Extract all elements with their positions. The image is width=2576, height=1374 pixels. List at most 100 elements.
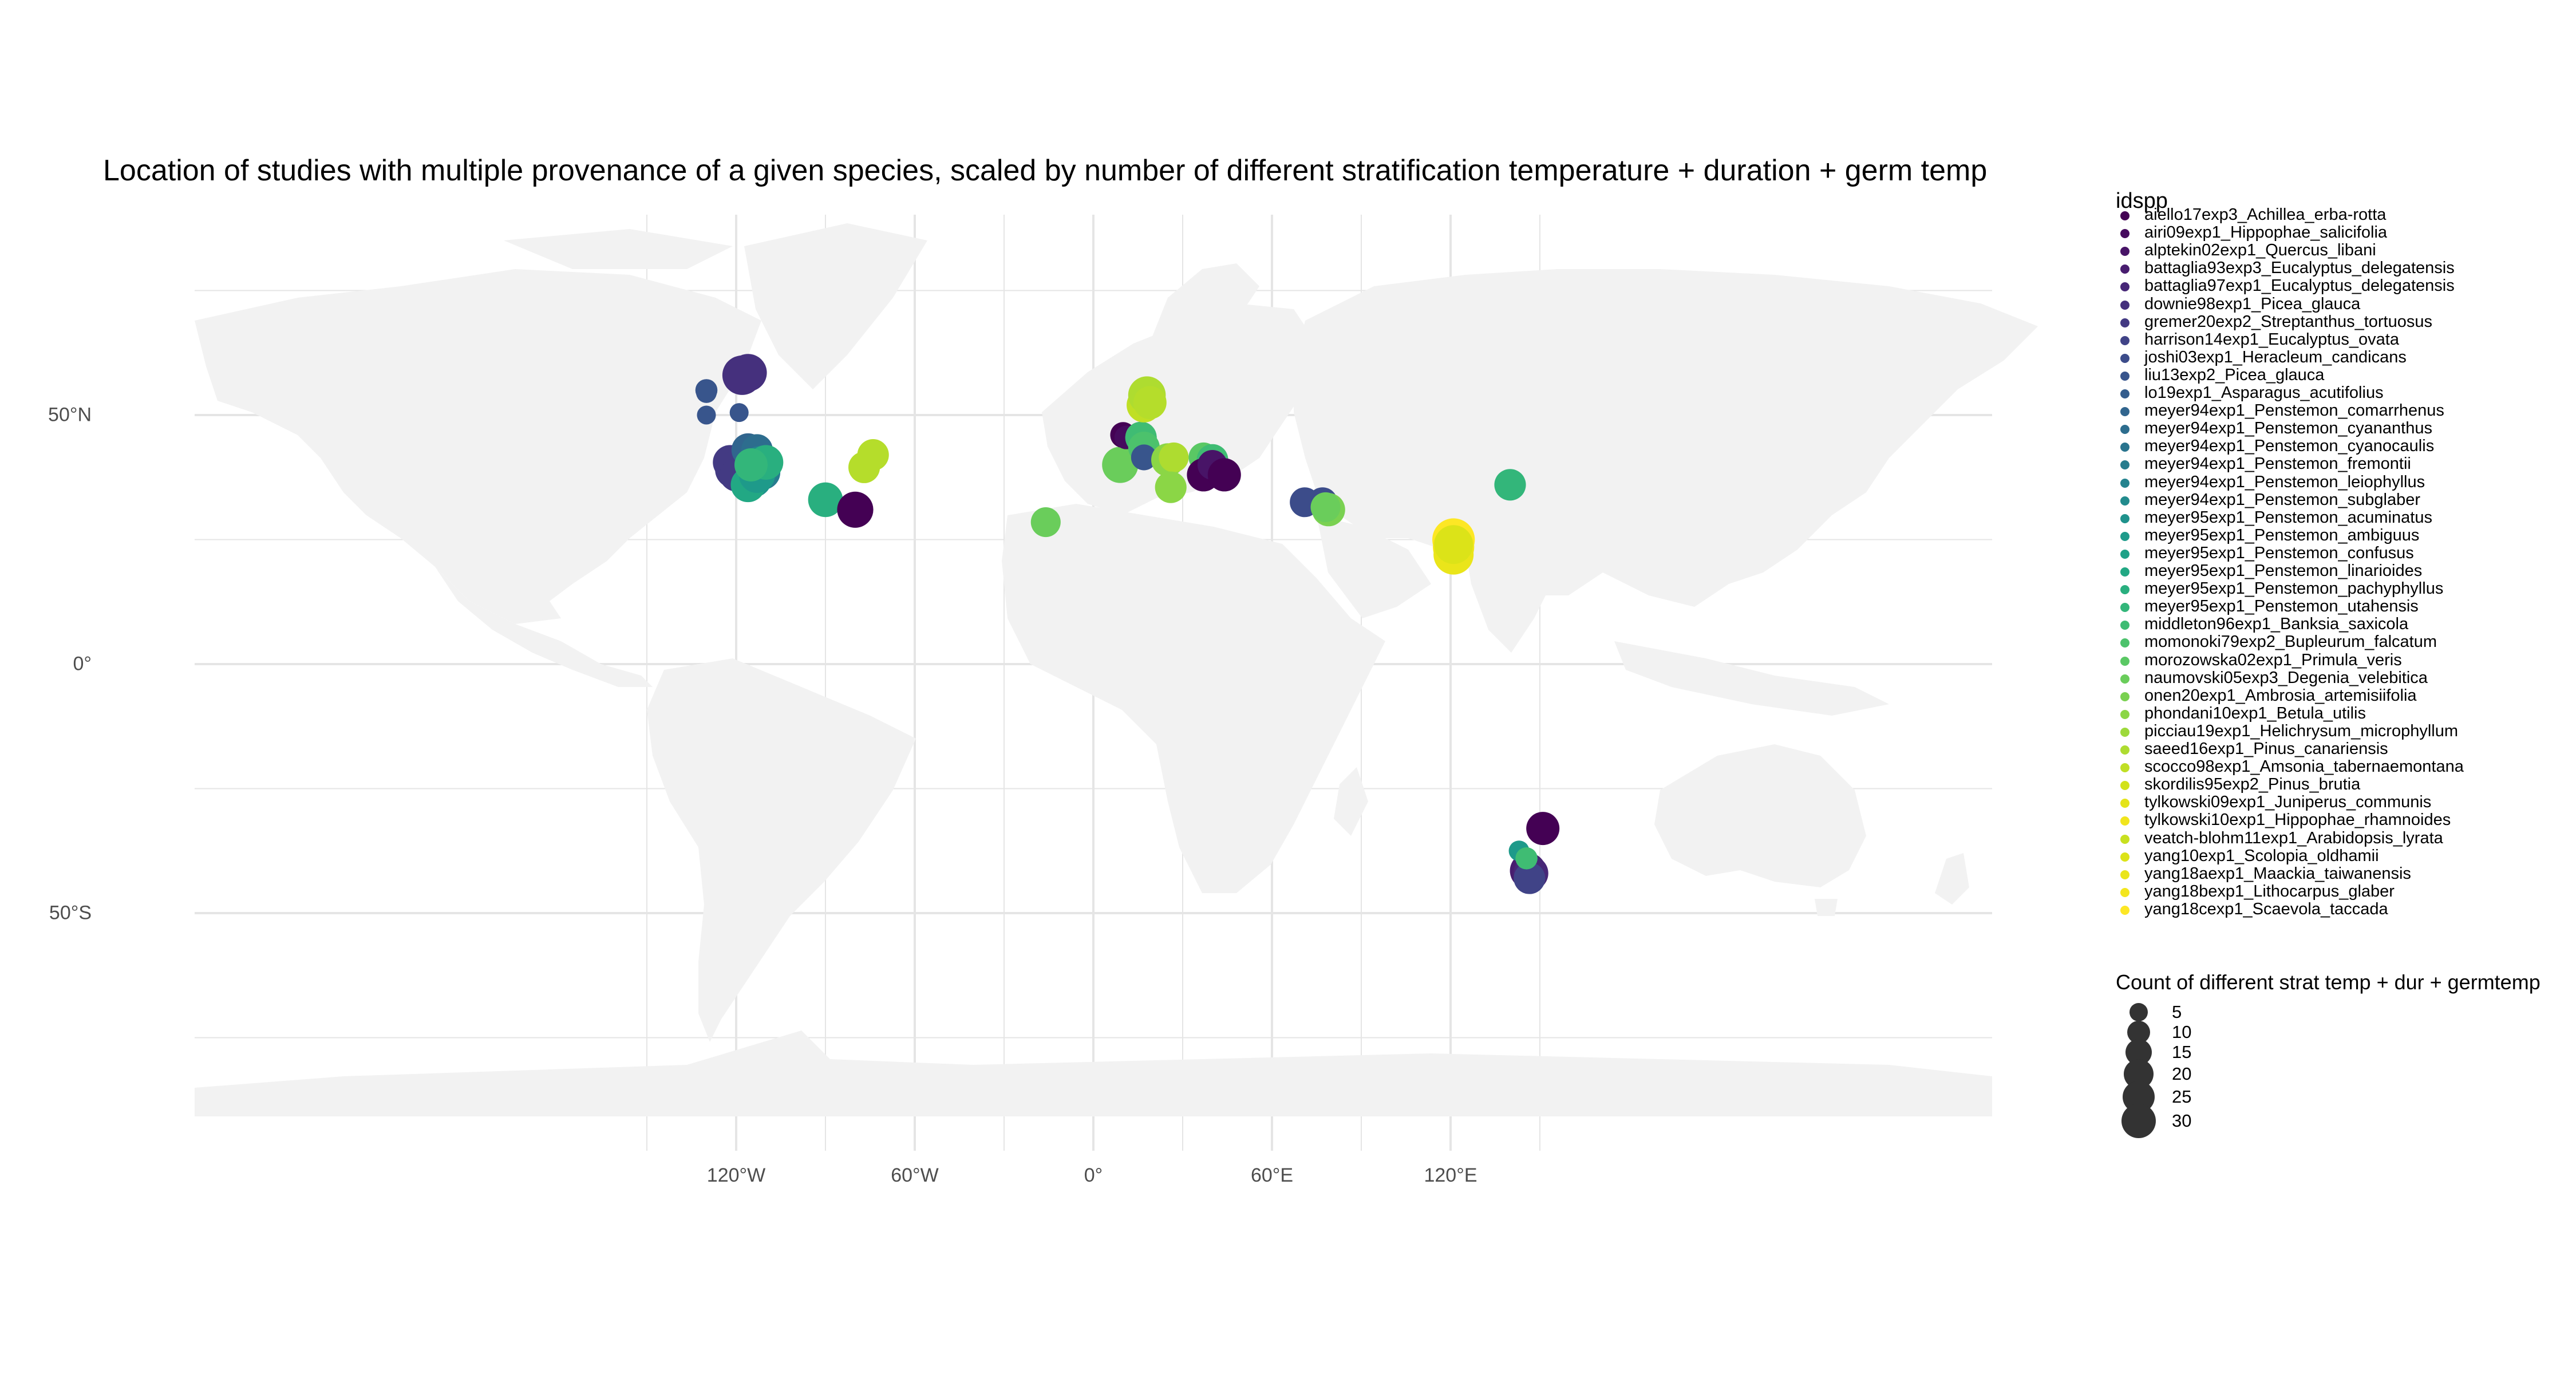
land-antarctica [195, 1030, 1992, 1116]
legend-label: meyer94exp1_Penstemon_comarrhenus [2144, 401, 2444, 420]
legend-label: alptekin02exp1_Quercus_libani [2144, 241, 2376, 260]
y-tick-label: 0° [73, 653, 92, 675]
land-tasmania [1815, 899, 1838, 916]
study-point [1155, 471, 1187, 503]
land-scandinavia [1145, 263, 1259, 389]
legend-swatch [2120, 745, 2129, 755]
legend-label: meyer94exp1_Penstemon_cyananthus [2144, 419, 2432, 438]
study-point [697, 405, 716, 425]
x-tick-label: 60°E [1250, 1164, 1294, 1186]
legend-label: lo19exp1_Asparagus_acutifolius [2144, 384, 2384, 402]
size-label: 30 [2172, 1111, 2192, 1131]
legend-label: meyer95exp1_Penstemon_utahensis [2144, 597, 2419, 616]
legend-swatch [2120, 211, 2129, 220]
legend-label: scocco98exp1_Amsonia_tabernaemontana [2144, 757, 2464, 776]
study-point [729, 403, 749, 423]
legend-label: saeed16exp1_Pinus_canariensis [2144, 740, 2388, 758]
legend-swatch [2120, 585, 2129, 595]
legend-label: middleton96exp1_Banksia_saxicola [2144, 615, 2409, 634]
legend-swatch [2120, 621, 2129, 630]
land-masses [195, 223, 2038, 1116]
x-tick-label: 120°W [706, 1164, 766, 1186]
study-point [1434, 525, 1473, 564]
y-tick-label: 50°S [49, 902, 92, 924]
land-new-zealand [1935, 853, 1969, 905]
study-point [729, 354, 767, 392]
y-tick-label: 50°N [48, 404, 92, 426]
study-point [1131, 444, 1157, 471]
legend-label: yang18cexp1_Scaevola_taccada [2144, 899, 2388, 918]
legend-swatch [2120, 816, 2129, 826]
legend-swatch [2120, 656, 2129, 666]
size-label: 25 [2172, 1087, 2192, 1107]
legend-label: morozowska02exp1_Primula_veris [2144, 650, 2402, 669]
land-madagascar [1334, 767, 1368, 836]
x-tick-label: 60°W [891, 1164, 939, 1186]
x-tick-label: 120°E [1424, 1164, 1477, 1186]
legend-swatch [2120, 389, 2129, 398]
legend-swatch [2120, 353, 2129, 363]
legend-swatch [2120, 335, 2129, 345]
size-swatch [2121, 1103, 2156, 1139]
legend-label: meyer95exp1_Penstemon_ambiguus [2144, 526, 2420, 544]
legend-label: meyer94exp1_Penstemon_leiophyllus [2144, 472, 2425, 491]
land-north-america [195, 269, 761, 624]
legend-label: naumovski05exp3_Degenia_velebitica [2144, 668, 2428, 687]
land-south-america [647, 658, 916, 1042]
legend-swatch [2120, 638, 2129, 648]
legend-swatch [2120, 763, 2129, 773]
legend-label: meyer95exp1_Penstemon_confusus [2144, 543, 2414, 562]
size-label: 15 [2172, 1042, 2192, 1062]
legend-label: liu13exp2_Picea_glauca [2144, 365, 2325, 384]
legend-swatch [2120, 496, 2129, 506]
size-label: 10 [2172, 1022, 2192, 1042]
legend-label: meyer95exp1_Penstemon_pachyphyllus [2144, 579, 2444, 598]
land-southeast-asia [1614, 641, 1889, 716]
legend-label: picciau19exp1_Helichrysum_microphyllum [2144, 721, 2459, 740]
legend-swatch [2120, 407, 2129, 417]
land-africa [1002, 504, 1385, 893]
study-point [696, 382, 717, 403]
land-australia [1654, 744, 1866, 887]
legend-swatch [2120, 852, 2129, 862]
legend-label: meyer94exp1_Penstemon_cyanocaulis [2144, 437, 2435, 456]
legend-swatch [2120, 460, 2129, 470]
legend-swatch [2120, 300, 2129, 310]
legend-label: battaglia97exp1_Eucalyptus_delegatensis [2144, 277, 2455, 295]
land-india [1465, 550, 1557, 653]
legend-swatch [2120, 692, 2129, 701]
study-point [1494, 469, 1526, 501]
legend-label: yang18bexp1_Lithocarpus_glaber [2144, 882, 2395, 901]
legend-swatch [2120, 603, 2129, 613]
land-arctic-islands [504, 229, 733, 269]
legend-label: battaglia93exp3_Eucalyptus_delegatensis [2144, 259, 2455, 278]
legend-swatch [2120, 781, 2129, 791]
study-point [1030, 507, 1061, 538]
legend-swatch [2120, 549, 2129, 559]
legend-label: tylkowski09exp1_Juniperus_communis [2144, 793, 2432, 812]
legend-label: gremer20exp2_Streptanthus_tortuosus [2144, 312, 2432, 331]
legend-swatch [2120, 229, 2129, 239]
study-point [1526, 812, 1560, 846]
land-greenland [744, 223, 927, 389]
legend-swatch [2120, 264, 2129, 274]
legend-swatch [2120, 887, 2129, 897]
legend-label: aiello17exp3_Achillea_erba-rotta [2144, 206, 2387, 224]
study-point [1514, 862, 1546, 894]
legend-swatch [2120, 247, 2129, 256]
legend-swatch [2120, 531, 2129, 541]
size-legend-title: Count of different strat temp + dur + ge… [2116, 970, 2541, 994]
study-point [1159, 442, 1189, 473]
study-point [1133, 386, 1167, 420]
study-point [837, 491, 874, 528]
study-point [1207, 458, 1241, 492]
legend-swatch [2120, 727, 2129, 737]
legend-label: meyer95exp1_Penstemon_linarioides [2144, 562, 2423, 580]
study-point [857, 439, 889, 471]
legend-swatch [2120, 870, 2129, 879]
legend-swatch [2120, 443, 2129, 452]
legend-label: phondani10exp1_Betula_utilis [2144, 704, 2366, 722]
legend-label: yang18aexp1_Maackia_taiwanensis [2144, 864, 2411, 883]
legend-swatch [2120, 514, 2129, 523]
